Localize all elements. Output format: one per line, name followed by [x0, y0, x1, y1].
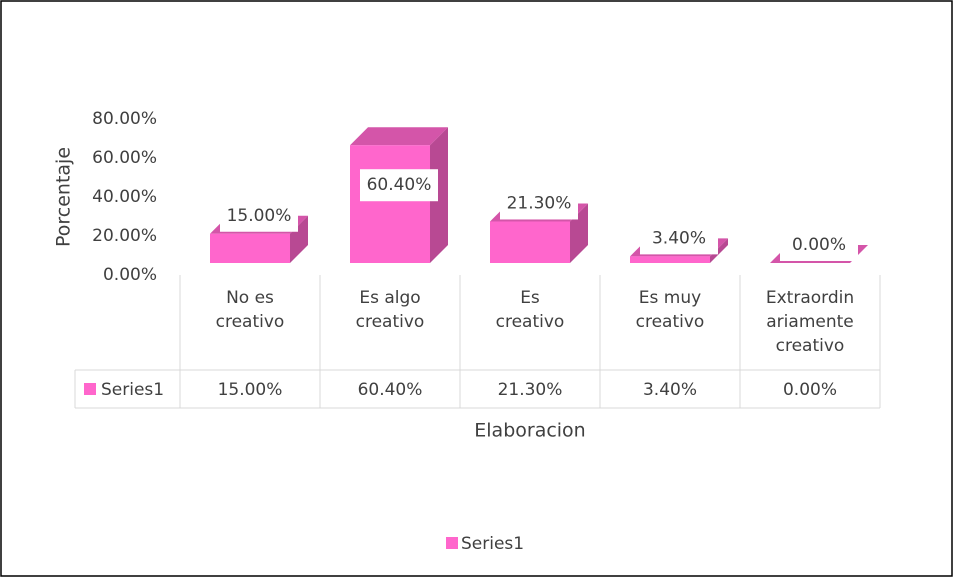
x-tick-line: creativo — [356, 312, 425, 332]
value-label: 60.40% — [367, 175, 432, 195]
table-value: 0.00% — [783, 380, 837, 400]
x-tick-line: ariamente — [766, 312, 853, 332]
x-tick-line: creativo — [776, 336, 845, 356]
x-tick-line: Es muy — [639, 288, 701, 308]
value-label: 0.00% — [792, 235, 846, 255]
x-tick-line: creativo — [636, 312, 705, 332]
x-tick-line: No es — [226, 288, 274, 308]
y-tick-label: 80.00% — [92, 109, 157, 129]
bar-side — [430, 127, 448, 263]
x-tick-line: Extraordin — [766, 288, 854, 308]
table-value: 60.40% — [358, 380, 423, 400]
y-tick-label: 0.00% — [103, 265, 157, 285]
bar — [490, 221, 570, 263]
legend-key — [446, 537, 458, 549]
x-tick-label: Extraordin ariamente creativo — [766, 288, 854, 356]
value-label: 21.30% — [507, 193, 572, 213]
legend-label: Series1 — [461, 534, 524, 554]
x-tick-line: creativo — [216, 312, 285, 332]
value-label-box — [360, 169, 438, 202]
table-value: 15.00% — [218, 380, 283, 400]
table-series-name: Series1 — [101, 380, 164, 400]
x-tick-line: creativo — [496, 312, 565, 332]
bar-side — [710, 238, 728, 263]
value-label: 3.40% — [652, 228, 706, 248]
table-value: 21.30% — [498, 380, 563, 400]
value-label-box — [500, 187, 578, 220]
y-tick-label: 60.00% — [92, 148, 157, 168]
x-tick-label: No es creativo — [216, 288, 285, 332]
x-axis-title: Elaboracion — [474, 420, 585, 442]
table-legend-key — [84, 383, 96, 395]
y-axis-title: Porcentaje — [53, 147, 75, 247]
y-tick-label: 20.00% — [92, 226, 157, 246]
bar — [210, 233, 290, 263]
table-value: 3.40% — [643, 380, 697, 400]
value-label-box — [780, 229, 858, 261]
bar-side — [290, 215, 308, 263]
bar-top — [350, 127, 448, 146]
x-tick-line: Es — [520, 288, 540, 308]
bar — [630, 256, 710, 263]
x-tick-label: Es algo creativo — [356, 288, 425, 332]
value-label-box — [640, 222, 718, 255]
bar — [350, 145, 430, 263]
value-label: 15.00% — [227, 206, 292, 226]
x-tick-line: Es algo — [359, 288, 420, 308]
y-tick-label: 40.00% — [92, 187, 157, 207]
x-tick-label: Es muy creativo — [636, 288, 705, 332]
x-tick-label: Es creativo — [496, 288, 565, 332]
value-label-box — [220, 199, 298, 232]
